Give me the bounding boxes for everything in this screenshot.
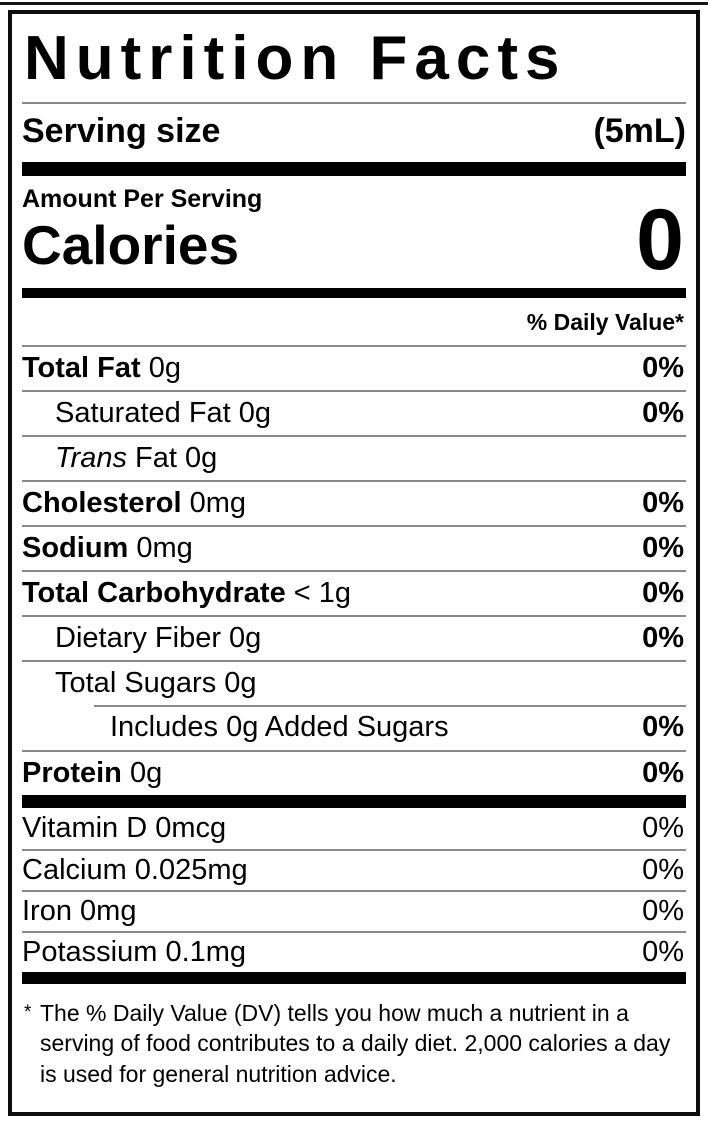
- nutrient-row-total-sugars: Total Sugars 0g: [22, 659, 686, 705]
- nutrition-facts-label: Nutrition Facts Serving size (5mL) Amoun…: [8, 10, 700, 1116]
- thick-bar-after-protein: [22, 794, 686, 808]
- vitamin-name: Vitamin D 0mcg: [22, 811, 227, 844]
- daily-value: 0%: [642, 351, 684, 384]
- nutrient-row-saturated-fat: Saturated Fat 0g 0%: [22, 389, 686, 435]
- calories-block: Amount Per Serving Calories 0: [22, 176, 686, 288]
- daily-value: 0%: [642, 486, 684, 519]
- footnote-text: The % Daily Value (DV) tells you how muc…: [40, 999, 671, 1087]
- nutrient-name: Dietary Fiber 0g: [55, 621, 262, 654]
- footnote: * The % Daily Value (DV) tells you how m…: [22, 984, 686, 1090]
- vitamin-row-calcium: Calcium 0.025mg 0%: [22, 848, 686, 890]
- nutrient-name: Protein 0g: [22, 756, 163, 789]
- nutrient-name: Cholesterol 0mg: [22, 486, 247, 519]
- nutrient-row-total-fat: Total Fat 0g 0%: [22, 344, 686, 390]
- daily-value: 0%: [642, 710, 684, 743]
- nutrient-name: Total Carbohydrate < 1g: [22, 576, 352, 609]
- serving-size-value: (5mL): [593, 112, 686, 150]
- nutrient-name: Includes 0g Added Sugars: [110, 710, 449, 743]
- vitamin-name: Iron 0mg: [22, 894, 137, 927]
- nutrient-name: Total Sugars 0g: [55, 666, 257, 699]
- daily-value-header: % Daily Value*: [526, 308, 684, 335]
- divider-under-title: [22, 102, 686, 104]
- nutrient-rows: Total Fat 0g 0% Saturated Fat 0g 0% Tran…: [22, 344, 686, 795]
- daily-value: 0%: [642, 396, 684, 429]
- nutrient-row-sodium: Sodium 0mg 0%: [22, 524, 686, 570]
- nutrient-name: Saturated Fat 0g: [55, 396, 272, 429]
- thick-bar-after-serving: [22, 162, 686, 176]
- vitamin-rows: Vitamin D 0mcg 0% Calcium 0.025mg 0% Iro…: [22, 808, 686, 972]
- label-title: Nutrition Facts: [24, 24, 567, 93]
- vitamin-row-iron: Iron 0mg 0%: [22, 889, 686, 931]
- medium-bar-after-calories: [22, 287, 686, 298]
- daily-value: 0%: [642, 621, 684, 654]
- serving-size-label: Serving size: [22, 112, 221, 150]
- nutrient-row-dietary-fiber: Dietary Fiber 0g 0%: [22, 614, 686, 660]
- calories-value: 0: [636, 192, 684, 289]
- vitamin-row-vitamin-d: Vitamin D 0mcg 0%: [22, 808, 686, 849]
- daily-value: 0%: [642, 853, 684, 886]
- nutrient-row-trans-fat: Trans Fat 0g: [22, 434, 686, 480]
- nutrient-row-total-carbohydrate: Total Carbohydrate < 1g 0%: [22, 569, 686, 615]
- daily-value: 0%: [642, 811, 684, 844]
- nutrient-name: Sodium 0mg: [22, 531, 193, 564]
- top-edge-line: [0, 2, 708, 5]
- vitamin-row-potassium: Potassium 0.1mg 0%: [22, 930, 686, 972]
- daily-value: 0%: [642, 531, 684, 564]
- nutrient-row-cholesterol: Cholesterol 0mg 0%: [22, 479, 686, 525]
- calories-left-column: Amount Per Serving Calories: [22, 185, 262, 275]
- daily-value: 0%: [642, 935, 684, 968]
- nutrient-row-added-sugars: Includes 0g Added Sugars 0%: [22, 704, 686, 750]
- daily-value: 0%: [642, 894, 684, 927]
- nutrient-name: Total Fat 0g: [22, 351, 182, 384]
- daily-value: 0%: [642, 576, 684, 609]
- footnote-asterisk: *: [24, 1001, 32, 1023]
- thick-bar-after-vitamins: [22, 971, 686, 984]
- vitamin-name: Calcium 0.025mg: [22, 853, 248, 886]
- nutrient-row-protein: Protein 0g 0%: [22, 749, 686, 795]
- daily-value: 0%: [642, 756, 684, 789]
- serving-size-row: Serving size (5mL): [22, 104, 686, 162]
- amount-per-serving-label: Amount Per Serving: [22, 185, 263, 213]
- vitamin-name: Potassium 0.1mg: [22, 935, 247, 968]
- nutrient-name: Trans Fat 0g: [55, 441, 218, 474]
- calories-label: Calories: [22, 213, 240, 276]
